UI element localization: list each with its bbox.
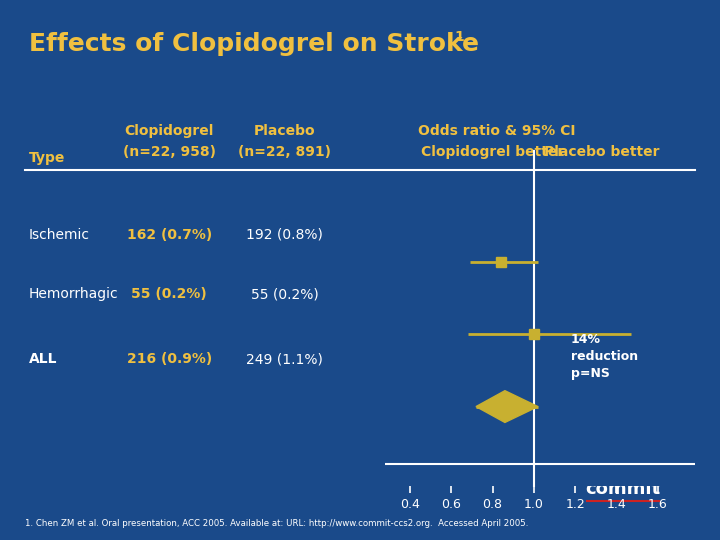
- Text: 1: 1: [454, 30, 464, 44]
- Text: commit: commit: [585, 480, 660, 498]
- Text: (n=22, 891): (n=22, 891): [238, 145, 331, 159]
- Text: 216 (0.9%): 216 (0.9%): [127, 352, 212, 366]
- Text: 55 (0.2%): 55 (0.2%): [251, 287, 318, 301]
- Text: 14%
reduction
p=NS: 14% reduction p=NS: [571, 333, 638, 380]
- Text: Effects of Clopidogrel on Stroke: Effects of Clopidogrel on Stroke: [29, 32, 479, 56]
- Text: Type: Type: [29, 151, 66, 165]
- Text: ALL: ALL: [29, 352, 58, 366]
- Text: 1. Chen ZM et al. Oral presentation, ACC 2005. Available at: URL: http://www.com: 1. Chen ZM et al. Oral presentation, ACC…: [25, 519, 528, 528]
- Text: 162 (0.7%): 162 (0.7%): [127, 228, 212, 242]
- Text: 55 (0.2%): 55 (0.2%): [131, 287, 207, 301]
- Text: Clopidogrel: Clopidogrel: [125, 124, 214, 138]
- Text: Ischemic: Ischemic: [29, 228, 90, 242]
- Text: 192 (0.8%): 192 (0.8%): [246, 228, 323, 242]
- Text: Placebo better: Placebo better: [544, 145, 659, 159]
- Text: Odds ratio & 95% CI: Odds ratio & 95% CI: [418, 124, 575, 138]
- Text: (n=22, 958): (n=22, 958): [122, 145, 216, 159]
- Text: CCS-2: CCS-2: [661, 470, 689, 478]
- Text: Clopidogrel better: Clopidogrel better: [421, 145, 564, 159]
- Text: 249 (1.1%): 249 (1.1%): [246, 352, 323, 366]
- Polygon shape: [476, 390, 538, 422]
- Text: Placebo: Placebo: [253, 124, 315, 138]
- Text: Hemorrhagic: Hemorrhagic: [29, 287, 118, 301]
